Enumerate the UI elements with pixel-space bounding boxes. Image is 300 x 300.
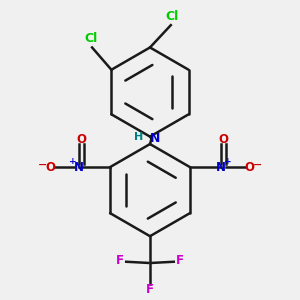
Text: N: N: [74, 160, 84, 174]
Text: Cl: Cl: [84, 32, 97, 45]
Text: Cl: Cl: [166, 10, 179, 23]
Text: N: N: [150, 132, 160, 145]
Text: −: −: [38, 160, 47, 170]
Text: O: O: [244, 160, 254, 174]
Text: F: F: [116, 254, 124, 267]
Text: O: O: [46, 160, 56, 174]
Text: O: O: [219, 133, 229, 146]
Text: −: −: [253, 160, 262, 170]
Text: F: F: [176, 254, 184, 267]
Text: F: F: [146, 283, 154, 296]
Text: +: +: [224, 157, 232, 166]
Text: H: H: [134, 132, 144, 142]
Text: N: N: [216, 160, 226, 174]
Text: +: +: [68, 157, 76, 166]
Text: O: O: [76, 133, 87, 146]
